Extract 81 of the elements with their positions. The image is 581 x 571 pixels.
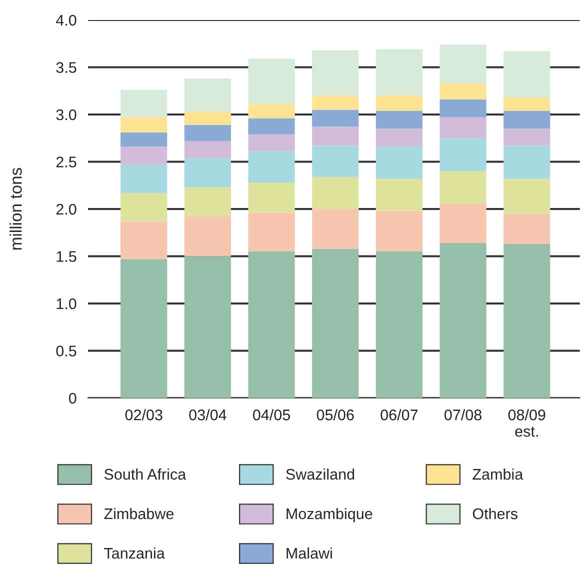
bar bbox=[312, 96, 359, 110]
bar bbox=[504, 244, 550, 398]
y-tick-label: 3.0 bbox=[56, 109, 76, 120]
legend-label: Swaziland bbox=[286, 468, 354, 480]
y-tick-label: 3.5 bbox=[56, 62, 76, 73]
bar bbox=[376, 178, 422, 211]
bar bbox=[120, 192, 168, 222]
x-tick-label: 07/08 bbox=[444, 409, 482, 420]
bar bbox=[120, 164, 168, 193]
legend-label: Tanzania bbox=[104, 547, 165, 559]
bar bbox=[120, 146, 168, 165]
bar bbox=[376, 110, 422, 129]
bar bbox=[312, 248, 359, 398]
bar bbox=[504, 51, 550, 98]
bar bbox=[248, 182, 295, 213]
y-tick-label: 4.0 bbox=[56, 14, 76, 26]
bar bbox=[248, 252, 295, 398]
bar bbox=[120, 90, 168, 118]
y-axis-title: million tons bbox=[10, 168, 22, 250]
bar bbox=[440, 138, 486, 172]
bar bbox=[312, 176, 359, 209]
legend-label: Malawi bbox=[286, 547, 332, 559]
bar bbox=[184, 112, 231, 125]
bar bbox=[504, 178, 550, 214]
bar bbox=[376, 96, 422, 111]
y-tick-label: 2.0 bbox=[56, 204, 76, 215]
bar bbox=[376, 128, 422, 147]
legend-label: South Africa bbox=[104, 468, 186, 480]
x-tick-label: 04/05 bbox=[253, 409, 290, 420]
y-tick-label: 1.5 bbox=[56, 251, 76, 262]
bar bbox=[120, 221, 168, 260]
bar bbox=[248, 212, 295, 252]
bar bbox=[120, 132, 168, 147]
x-tick-label: 05/06 bbox=[316, 409, 354, 420]
bar bbox=[248, 58, 295, 104]
bar bbox=[312, 50, 359, 96]
bar bbox=[440, 44, 486, 84]
x-tick-label: 06/07 bbox=[380, 409, 418, 420]
bar bbox=[376, 252, 422, 398]
y-tick-label: 0 bbox=[68, 392, 76, 404]
bar bbox=[248, 118, 295, 134]
bar bbox=[440, 243, 486, 398]
bar bbox=[248, 151, 295, 183]
bar bbox=[312, 146, 359, 177]
y-tick-label: 1.0 bbox=[56, 298, 76, 310]
bar bbox=[504, 97, 550, 111]
bar bbox=[504, 146, 550, 179]
bar bbox=[184, 158, 231, 188]
bar bbox=[184, 256, 231, 398]
bar bbox=[504, 128, 550, 146]
bar bbox=[184, 124, 231, 141]
bar bbox=[440, 117, 486, 138]
bar bbox=[376, 49, 422, 96]
bar bbox=[312, 126, 359, 146]
legend-label: Zambia bbox=[472, 468, 524, 480]
bar bbox=[248, 104, 295, 118]
bar bbox=[248, 134, 295, 152]
y-tick-label: 0.5 bbox=[56, 346, 76, 356]
bar bbox=[440, 99, 486, 118]
bar bbox=[120, 259, 168, 398]
x-tick-label: 02/03 bbox=[125, 409, 162, 420]
bar bbox=[440, 83, 486, 100]
bar bbox=[184, 140, 231, 158]
bar bbox=[184, 187, 231, 217]
bar bbox=[184, 78, 231, 112]
bar bbox=[504, 110, 550, 129]
bar bbox=[376, 146, 422, 179]
bar bbox=[440, 171, 486, 204]
bar bbox=[120, 117, 168, 132]
legend-label: Zimbabwe bbox=[104, 508, 174, 520]
x-tick-label: 08/09 est. bbox=[508, 409, 546, 437]
legend-label: Others bbox=[472, 508, 518, 520]
bar bbox=[504, 214, 550, 244]
bar bbox=[312, 209, 359, 249]
bar bbox=[184, 216, 231, 256]
bar bbox=[376, 210, 422, 252]
bar bbox=[312, 110, 359, 127]
x-tick-label: 03/04 bbox=[189, 409, 226, 420]
legend-label: Mozambique bbox=[286, 508, 372, 522]
y-tick-label: 2.5 bbox=[56, 156, 76, 168]
bar bbox=[440, 203, 486, 244]
